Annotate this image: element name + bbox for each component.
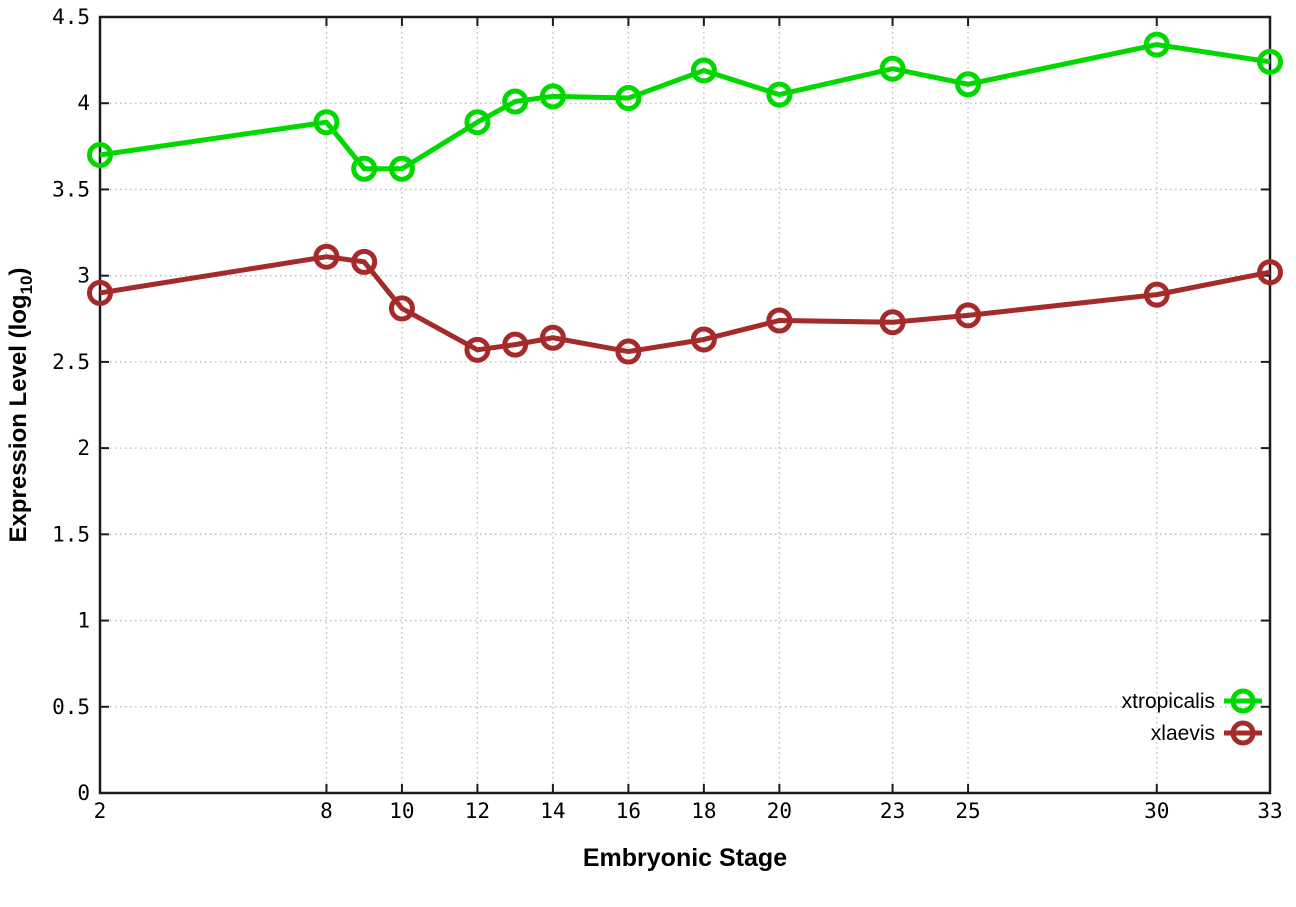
x-axis-title: Embryonic Stage bbox=[583, 844, 787, 872]
data-point-xtropicalis bbox=[1143, 31, 1170, 58]
y-tick-label: 4 bbox=[77, 91, 90, 115]
data-point-xtropicalis bbox=[313, 109, 340, 136]
data-point-xlaevis bbox=[1143, 281, 1170, 308]
x-tick-label: 2 bbox=[94, 799, 107, 823]
data-point-xlaevis bbox=[766, 307, 793, 334]
y-tick-label: 3 bbox=[77, 264, 90, 288]
x-tick-label: 10 bbox=[389, 799, 414, 823]
data-point-xtropicalis bbox=[690, 57, 717, 84]
data-point-xtropicalis bbox=[351, 155, 378, 182]
data-point-xtropicalis bbox=[1257, 48, 1283, 75]
data-point-xlaevis bbox=[351, 248, 378, 275]
data-point-xlaevis bbox=[502, 331, 529, 358]
x-tick-label: 16 bbox=[616, 799, 641, 823]
x-tick-label: 30 bbox=[1144, 799, 1169, 823]
y-tick-label: 2.5 bbox=[52, 350, 90, 374]
x-tick-label: 33 bbox=[1257, 799, 1282, 823]
data-point-xtropicalis bbox=[87, 141, 113, 168]
plot-border bbox=[98, 15, 1272, 795]
y-tick-label: 4.5 bbox=[52, 5, 90, 29]
y-tick-label: 1.5 bbox=[52, 522, 90, 546]
data-point-xlaevis bbox=[313, 243, 340, 270]
data-point-xtropicalis bbox=[615, 85, 642, 112]
legend-label-xtropicalis: xtropicalis bbox=[1122, 690, 1215, 713]
data-point-xtropicalis bbox=[955, 71, 982, 98]
x-tick-label: 25 bbox=[955, 799, 980, 823]
x-tick-label: 12 bbox=[465, 799, 490, 823]
data-point-xlaevis bbox=[464, 336, 491, 363]
data-point-xlaevis bbox=[87, 279, 113, 306]
series-line-xlaevis bbox=[99, 254, 1271, 355]
data-point-xtropicalis bbox=[766, 81, 793, 108]
data-point-xtropicalis bbox=[388, 155, 415, 182]
legend-label-xlaevis: xlaevis bbox=[1151, 722, 1215, 745]
y-tick-label: 3.5 bbox=[52, 177, 90, 201]
data-point-xtropicalis bbox=[879, 55, 906, 82]
data-point-xlaevis bbox=[388, 295, 415, 322]
y-tick-label: 0 bbox=[77, 781, 90, 805]
data-point-xlaevis bbox=[690, 326, 717, 353]
x-tick-label: 18 bbox=[691, 799, 716, 823]
data-point-xlaevis bbox=[539, 324, 566, 351]
data-point-xlaevis bbox=[955, 302, 982, 329]
x-tick-label: 20 bbox=[767, 799, 792, 823]
legend-sample-marker-xtropicalis bbox=[1230, 688, 1256, 714]
x-tick-label: 14 bbox=[540, 799, 565, 823]
series-line-xtropicalis bbox=[99, 42, 1271, 172]
data-point-xtropicalis bbox=[464, 109, 491, 136]
data-point-xtropicalis bbox=[502, 88, 529, 115]
y-tick-label: 0.5 bbox=[52, 695, 90, 719]
x-tick-label: 8 bbox=[320, 799, 333, 823]
legend-sample-marker-xlaevis bbox=[1230, 720, 1256, 746]
data-point-xlaevis bbox=[879, 309, 906, 336]
data-point-xlaevis bbox=[615, 338, 642, 365]
y-tick-label: 1 bbox=[77, 609, 90, 633]
y-tick-label: 2 bbox=[77, 436, 90, 460]
data-point-xtropicalis bbox=[539, 83, 566, 110]
y-axis-title: Expression Level (log10) bbox=[5, 268, 36, 543]
x-tick-label: 23 bbox=[880, 799, 905, 823]
data-point-xlaevis bbox=[1257, 259, 1283, 286]
